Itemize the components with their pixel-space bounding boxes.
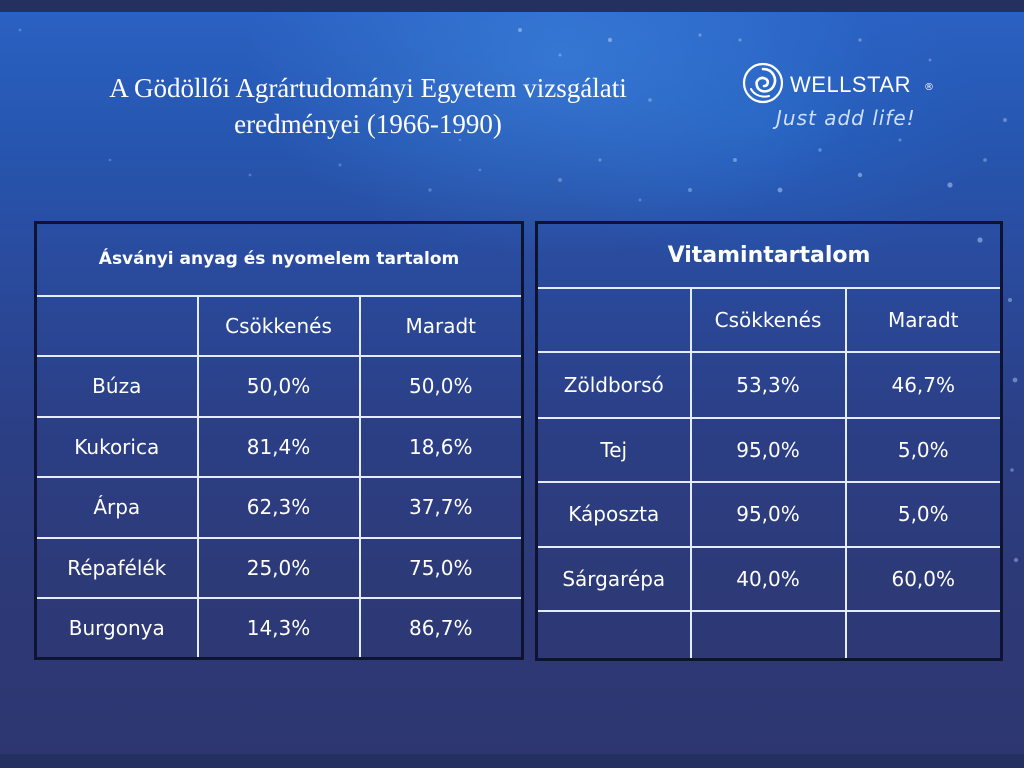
row-item: Tej [535,416,692,483]
table-header-row: Vitamintartalom [535,221,1003,289]
table-row: Répafélék 25,0% 75,0% [34,536,524,599]
row-decrease: 40,0% [689,545,847,612]
row-item: Zöldborsó [535,350,692,419]
row-remaining: 50,0% [358,354,524,418]
table-row: Burgonya 14,3% 86,7% [34,596,524,660]
title-line-2: eredményei (1966-1990) [234,109,502,139]
row-remaining: 86,7% [358,596,524,660]
column-header-item [34,294,199,357]
row-decrease: 14,3% [196,596,361,660]
row-remaining [844,609,1003,661]
row-remaining: 5,0% [844,416,1003,483]
mineral-table: Ásványi anyag és nyomelem tartalom Csökk… [34,221,525,660]
row-item: Répafélék [34,536,199,599]
row-decrease: 53,3% [689,350,847,419]
row-item: Burgonya [34,596,199,660]
row-remaining: 37,7% [358,475,524,539]
row-remaining: 75,0% [358,536,524,599]
column-header-item [535,286,692,353]
row-item: Sárgarépa [535,545,692,612]
row-item: Árpa [34,475,199,539]
row-item: Kukorica [34,415,199,478]
table-header-row: Ásványi anyag és nyomelem tartalom [34,221,524,297]
row-decrease: 25,0% [196,536,361,599]
table-row: Káposzta 95,0% 5,0% [535,480,1003,548]
top-strip [0,0,1024,12]
column-header-remaining: Maradt [358,294,524,357]
row-decrease: 81,4% [196,415,361,478]
table-row-empty [535,609,1003,661]
row-decrease: 62,3% [196,475,361,539]
wellstar-logo: WELLSTAR ® Just add life! [742,60,972,140]
column-header-decrease: Csökkenés [196,294,361,357]
logo-name: WELLSTAR [790,72,911,97]
row-decrease [689,609,847,661]
table-column-headers: Csökkenés Maradt [34,294,524,357]
bottom-strip [0,754,1024,768]
row-remaining: 46,7% [844,350,1003,419]
row-item: Káposzta [535,480,692,548]
table-row: Tej 95,0% 5,0% [535,416,1003,483]
table-row: Árpa 62,3% 37,7% [34,475,524,539]
row-remaining: 18,6% [358,415,524,478]
logo-tagline: Just add life! [776,106,916,130]
table-column-headers: Csökkenés Maradt [535,286,1003,353]
row-decrease: 50,0% [196,354,361,418]
table-row: Búza 50,0% 50,0% [34,354,524,418]
slide-title: A Gödöllői Agrártudományi Egyetem vizsgá… [28,70,708,142]
row-decrease: 95,0% [689,416,847,483]
column-header-remaining: Maradt [844,286,1003,353]
vitamin-table: Vitamintartalom Csökkenés Maradt Zöldbor… [535,221,1003,661]
row-item [535,609,692,661]
mineral-table-title: Ásványi anyag és nyomelem tartalom [34,221,524,297]
registered-mark: ® [924,82,934,93]
title-line-1: A Gödöllői Agrártudományi Egyetem vizsgá… [109,73,627,103]
table-row: Zöldborsó 53,3% 46,7% [535,350,1003,419]
row-remaining: 60,0% [844,545,1003,612]
table-row: Kukorica 81,4% 18,6% [34,415,524,478]
swirl-logo-icon [742,62,784,104]
vitamin-table-title: Vitamintartalom [535,221,1003,289]
row-decrease: 95,0% [689,480,847,548]
table-row: Sárgarépa 40,0% 60,0% [535,545,1003,612]
column-header-decrease: Csökkenés [689,286,847,353]
row-item: Búza [34,354,199,418]
row-remaining: 5,0% [844,480,1003,548]
